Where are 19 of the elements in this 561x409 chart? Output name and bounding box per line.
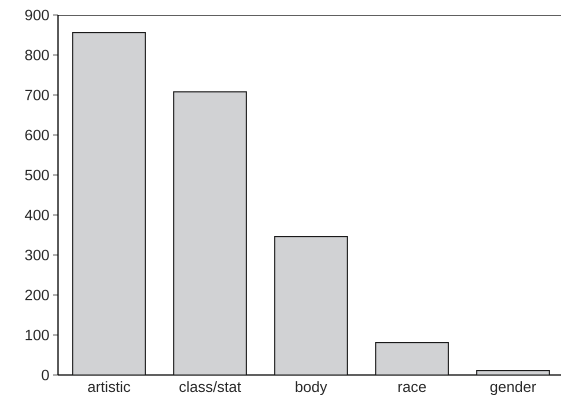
y-tick-label: 500 [25, 170, 49, 180]
bar [173, 91, 247, 375]
y-tick-label: 200 [25, 290, 49, 300]
y-tick-label: 100 [26, 330, 49, 340]
bar [375, 342, 449, 375]
x-tick-label: race [398, 384, 426, 392]
x-tick-label: class/stat [180, 381, 242, 392]
y-tick-label: 300 [25, 250, 49, 260]
y-tick-label: 0 [42, 370, 49, 380]
y-tick-label: 900 [25, 10, 49, 20]
y-tick-label: 400 [24, 210, 49, 220]
y-tick-label: 600 [25, 130, 49, 140]
x-tick-label: artistic [88, 381, 130, 392]
bar [274, 236, 348, 375]
y-tick-label: 700 [25, 90, 49, 100]
x-tick-label: body [296, 381, 328, 396]
y-tick-label: 800 [25, 50, 49, 60]
bar [72, 32, 146, 375]
x-tick-label: gender [490, 381, 536, 396]
